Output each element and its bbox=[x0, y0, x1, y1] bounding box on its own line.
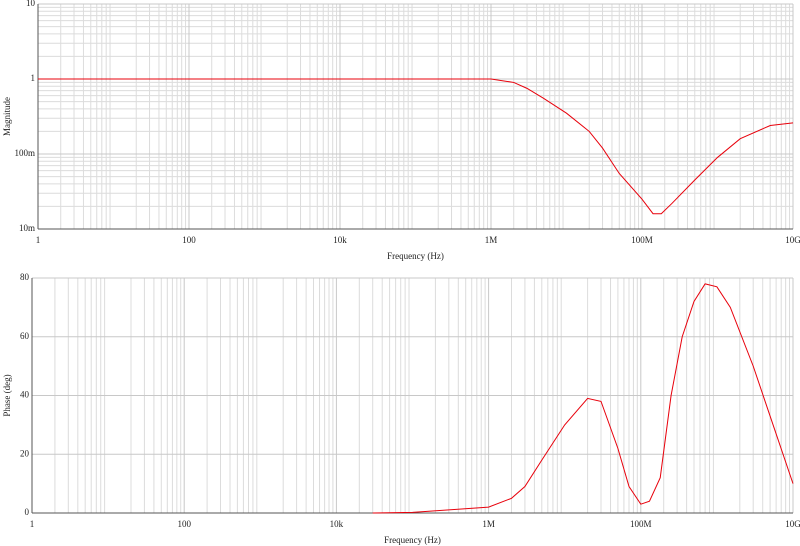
x-tick-label: 1 bbox=[30, 519, 35, 529]
x-tick-label: 100 bbox=[177, 519, 191, 529]
y-tick-label: 40 bbox=[20, 390, 30, 400]
x-tick-label: 10k bbox=[333, 235, 347, 245]
y-axis-label: Magnitude bbox=[2, 97, 12, 136]
x-axis-label: Frequency (Hz) bbox=[387, 251, 444, 261]
x-tick-label: 10k bbox=[330, 519, 344, 529]
x-tick-label: 100M bbox=[630, 519, 652, 529]
x-tick-label: 1M bbox=[482, 519, 495, 529]
x-tick-label: 100M bbox=[631, 235, 653, 245]
plot-area bbox=[38, 4, 793, 229]
x-tick-label: 1 bbox=[36, 235, 41, 245]
y-tick-label: 10m bbox=[19, 223, 35, 233]
x-axis-label: Frequency (Hz) bbox=[384, 535, 441, 545]
data-line bbox=[38, 78, 794, 215]
data-line bbox=[372, 283, 794, 514]
x-tick-label: 1M bbox=[485, 235, 498, 245]
y-tick-label: 60 bbox=[20, 331, 30, 341]
y-tick-label: 100m bbox=[14, 148, 35, 158]
y-tick-label: 1 bbox=[31, 73, 36, 83]
x-tick-label: 100 bbox=[182, 235, 196, 245]
y-tick-label: 20 bbox=[20, 448, 30, 458]
x-tick-label: 10G bbox=[785, 235, 800, 245]
x-tick-label: 10G bbox=[785, 519, 800, 529]
y-tick-label: 10 bbox=[26, 0, 36, 8]
y-tick-label: 80 bbox=[20, 272, 30, 282]
y-axis-label: Phase (deg) bbox=[2, 374, 12, 416]
y-tick-label: 0 bbox=[25, 507, 30, 517]
